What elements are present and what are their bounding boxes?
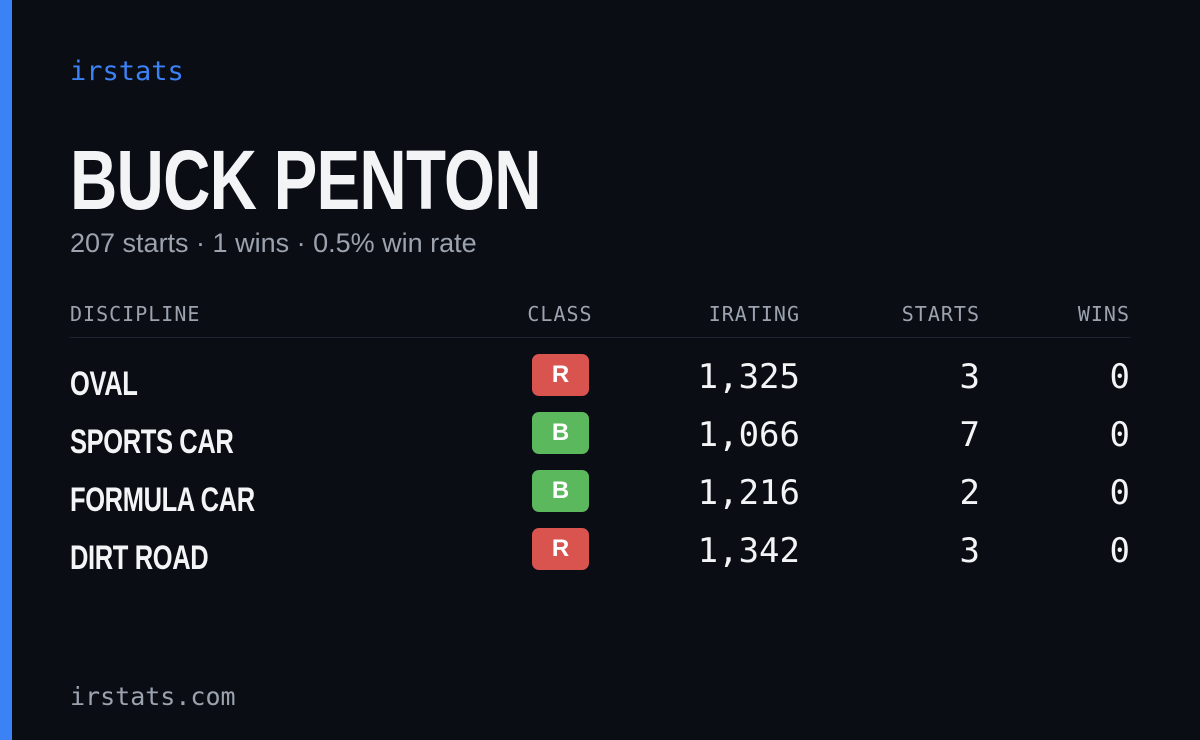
footer-url: irstats.com <box>70 682 236 711</box>
column-header: STARTS <box>901 302 980 326</box>
stat-value: 2 <box>959 473 980 513</box>
stat-value: 1,066 <box>697 415 800 455</box>
brand: irstats <box>70 56 184 87</box>
stat-value: 0 <box>1109 531 1130 571</box>
stat-value: 1,342 <box>697 531 800 571</box>
class-badge: B <box>532 412 589 454</box>
stat-value: 1,325 <box>697 357 800 397</box>
discipline: FORMULA CAR <box>70 481 255 519</box>
stat-value: 1,216 <box>697 473 800 513</box>
discipline: OVAL <box>70 365 138 403</box>
stat-value: 3 <box>959 357 980 397</box>
summary: 207 starts · 1 wins · 0.5% win rate <box>70 228 477 258</box>
driver-name: BUCK PENTON <box>70 133 542 227</box>
stat-value: 7 <box>959 415 980 455</box>
column-header: WINS <box>1077 302 1130 326</box>
accent-bar <box>0 0 12 740</box>
stat-value: 0 <box>1109 415 1130 455</box>
column-header: CLASS <box>527 302 593 326</box>
discipline: SPORTS CAR <box>70 423 234 461</box>
stat-value: 0 <box>1109 473 1130 513</box>
column-header: IRATING <box>708 302 800 326</box>
stat-value: 0 <box>1109 357 1130 397</box>
divider <box>70 337 1130 338</box>
discipline: DIRT ROAD <box>70 539 209 577</box>
column-header: DISCIPLINE <box>70 302 201 326</box>
class-badge: B <box>532 470 589 512</box>
stat-value: 3 <box>959 531 980 571</box>
class-badge: R <box>532 528 589 570</box>
class-badge: R <box>532 354 589 396</box>
